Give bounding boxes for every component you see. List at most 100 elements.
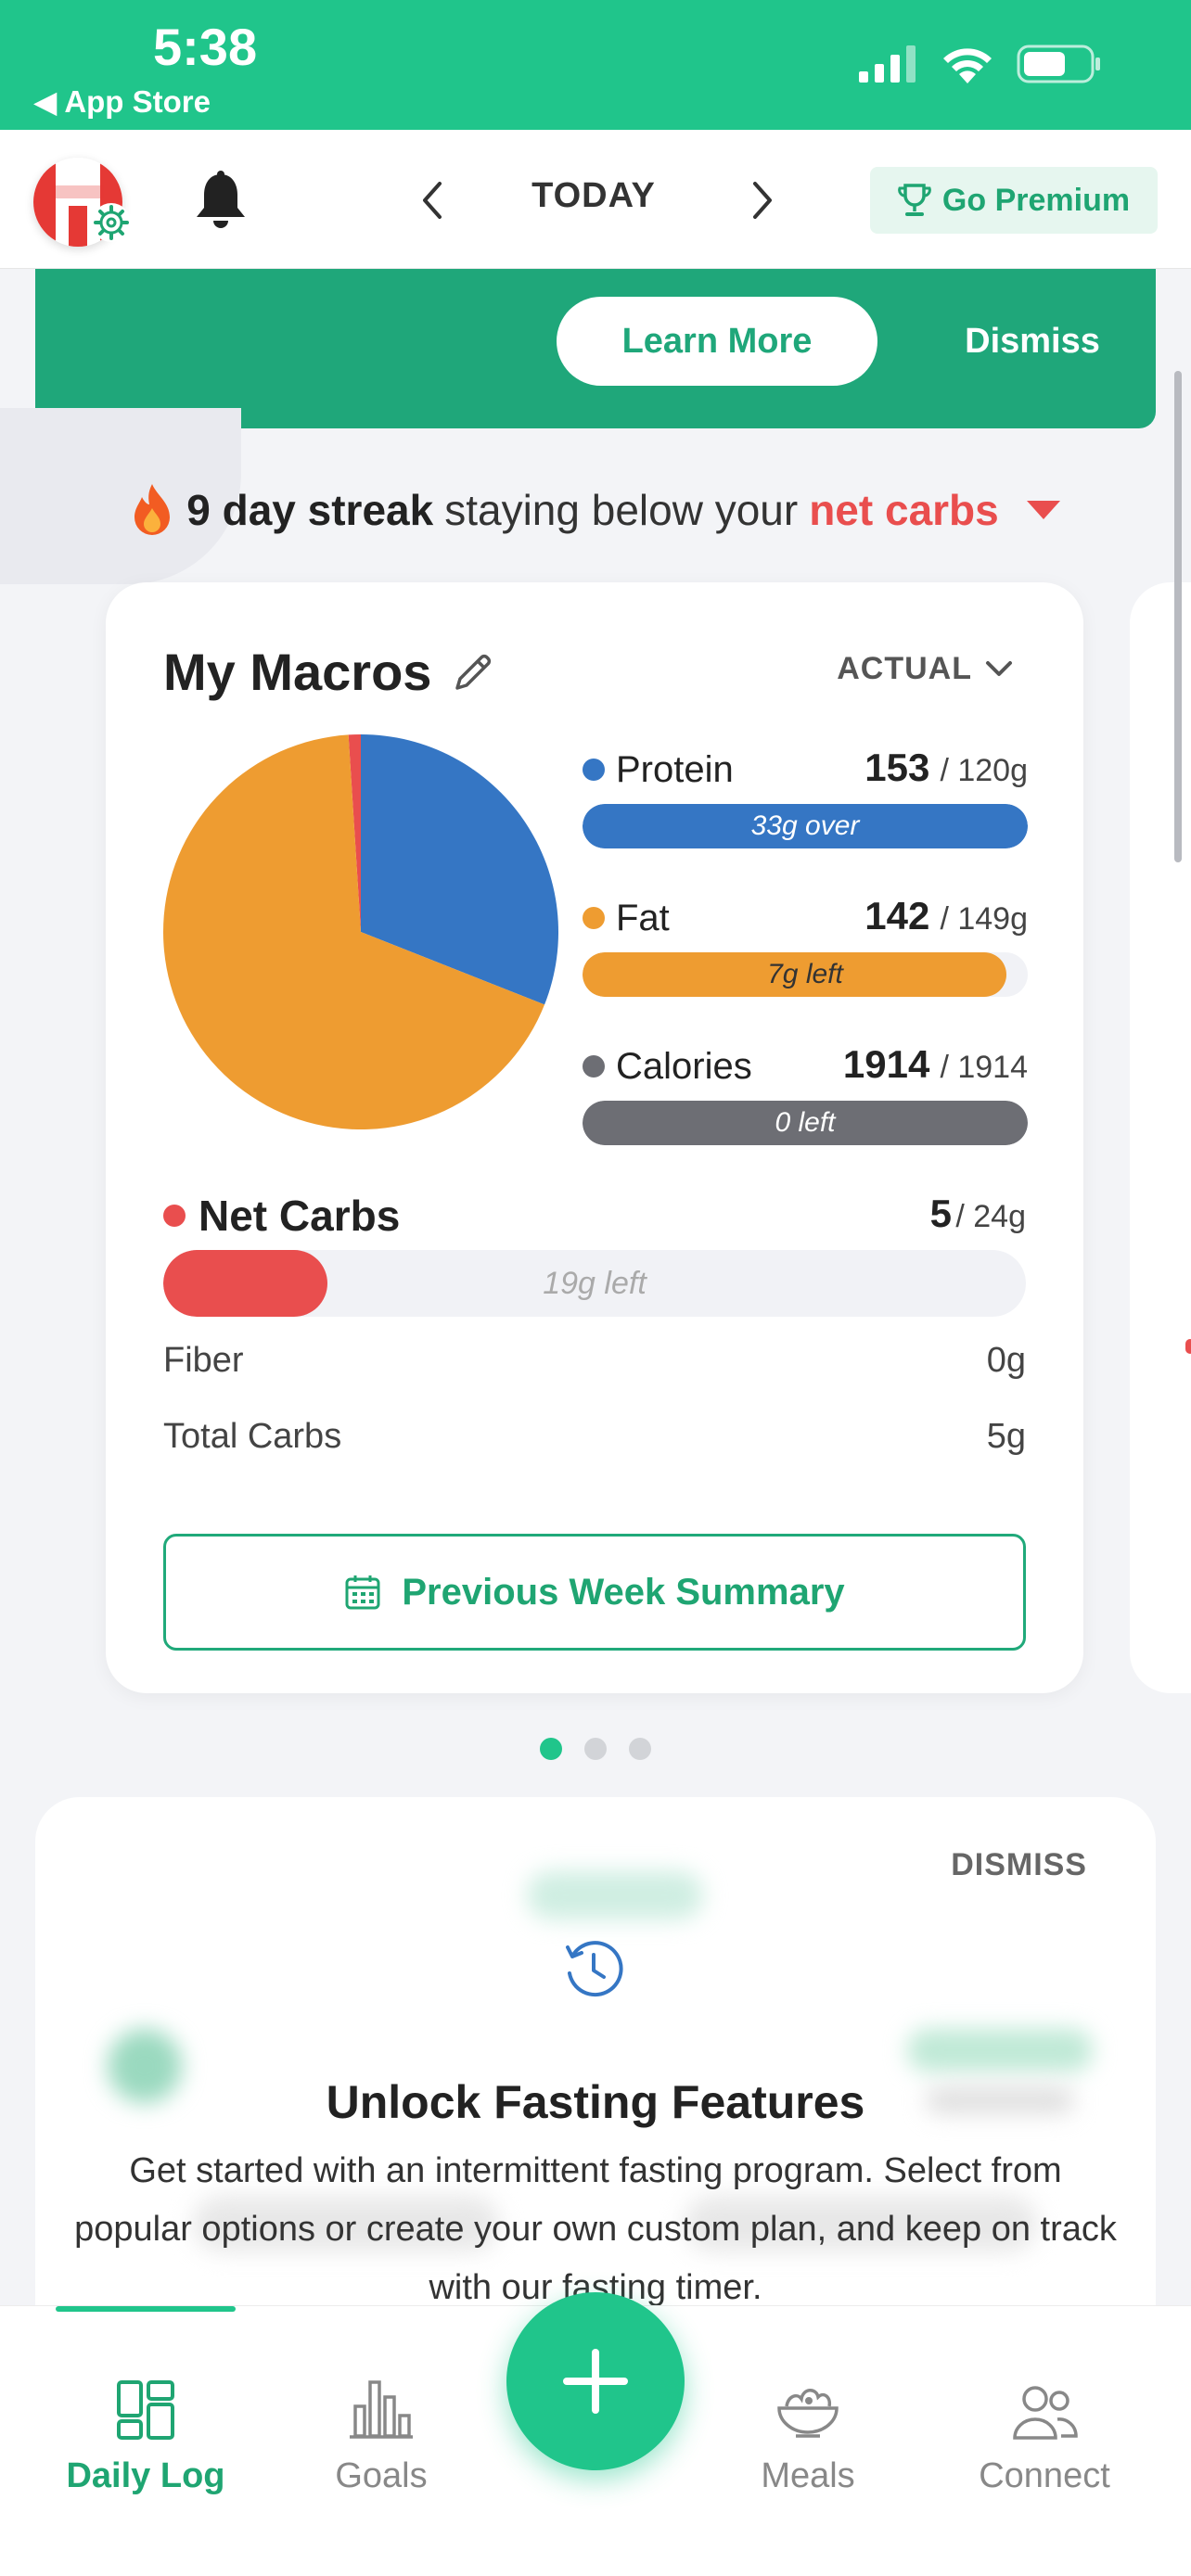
next-card-peek-accent (1185, 1339, 1191, 1354)
tab-goals-label: Goals (335, 2456, 428, 2495)
signal-icon (859, 45, 916, 83)
fat-name: Fat (616, 897, 670, 938)
calendar-icon (345, 1575, 380, 1610)
app-header: TODAY Go Premium (0, 130, 1191, 269)
previous-week-summary-label: Previous Week Summary (402, 1571, 845, 1613)
protein-progress-bar: 33g over (583, 803, 1028, 848)
status-bar: 5:38 ◀ App Store (0, 0, 1191, 130)
chevron-down-icon (986, 660, 1012, 676)
fat-bar-label: 7g left (767, 958, 843, 989)
protein-name: Protein (616, 748, 734, 790)
next-card-peek[interactable] (1130, 582, 1191, 1693)
blurred-preview-tag (907, 2029, 1093, 2072)
tab-daily-log-label: Daily Log (66, 2456, 225, 2495)
pie-slice-fat (163, 734, 545, 1129)
net-carbs-name: Net Carbs (198, 1192, 401, 1240)
fiber-value: 0g (986, 1341, 1026, 1380)
fiber-row: Fiber 0g (163, 1341, 1026, 1381)
fasting-title: Unlock Fasting Features (326, 2076, 865, 2128)
edit-pencil-icon[interactable] (452, 651, 494, 694)
calories-bar-fill (583, 1100, 1028, 1145)
status-icons (859, 45, 1102, 83)
trophy-icon (898, 184, 931, 216)
pager-dot[interactable] (629, 1738, 651, 1760)
plus-icon (563, 2349, 628, 2414)
background-shape (0, 408, 241, 584)
current-date-label[interactable]: TODAY (531, 176, 656, 215)
pager-dot[interactable] (540, 1738, 562, 1760)
tab-goals[interactable]: Goals (288, 2362, 474, 2496)
tab-meals[interactable]: Meals (715, 2362, 901, 2496)
promo-banner: Learn More Dismiss (35, 269, 1156, 428)
calories-progress-bar: 0 left (583, 1100, 1028, 1145)
protein-dot (583, 759, 605, 781)
battery-icon (1017, 45, 1100, 83)
streak-banner[interactable]: 9 day streak staying below your net carb… (0, 482, 1191, 538)
go-premium-button[interactable]: Go Premium (870, 167, 1158, 234)
tab-daily-log[interactable]: Daily Log (53, 2362, 238, 2496)
net-carbs-value: 5 (929, 1192, 952, 1235)
protein-value: 153 (864, 746, 930, 789)
bowl-icon (777, 2389, 839, 2438)
net-carbs-bar-fill (163, 1250, 327, 1317)
fat-goal: / 149g (940, 901, 1028, 937)
calories-goal: / 1914 (940, 1050, 1028, 1085)
learn-more-button[interactable]: Learn More (557, 297, 877, 386)
tab-connect[interactable]: Connect (952, 2362, 1137, 2496)
net-carbs-goal: / 24g (955, 1199, 1026, 1234)
net-carbs-dot (163, 1205, 186, 1227)
blurred-preview-dot (108, 2029, 182, 2103)
fat-progress-bar: 7g left (583, 951, 1028, 997)
net-carbs-bar-label: 19g left (543, 1265, 647, 1301)
protein-goal: / 120g (940, 753, 1028, 788)
protein-bar-label: 33g over (750, 810, 860, 841)
notifications-bell-icon[interactable] (191, 171, 250, 232)
view-mode-dropdown[interactable]: ACTUAL (837, 651, 1013, 687)
settings-gear-icon[interactable] (91, 202, 132, 243)
macros-card: My Macros ACTUAL Protein 153 / 120g 33g … (106, 582, 1083, 1693)
blurred-preview-bar-right (685, 2196, 1037, 2251)
dismiss-banner-button[interactable]: Dismiss (926, 297, 1139, 386)
blurred-preview-bar-left (193, 2196, 499, 2251)
fire-icon (134, 484, 171, 535)
people-icon (1013, 2386, 1078, 2440)
previous-week-summary-button[interactable]: Previous Week Summary (163, 1534, 1026, 1651)
pie-slice-protein (361, 734, 558, 1005)
calories-name: Calories (616, 1045, 752, 1087)
active-tab-indicator (56, 2306, 236, 2312)
total-carbs-label: Total Carbs (163, 1417, 342, 1456)
calories-dot (583, 1055, 605, 1078)
fasting-history-clock-icon (566, 1941, 623, 1997)
back-to-app-store[interactable]: ◀ App Store (33, 84, 211, 119)
macros-pie-chart (163, 734, 558, 1129)
total-carbs-value: 5g (986, 1417, 1026, 1456)
next-day-chevron-icon[interactable] (749, 178, 777, 223)
bar-chart-icon (350, 2380, 413, 2439)
scrollbar[interactable] (1174, 371, 1182, 862)
pager-dot[interactable] (584, 1738, 607, 1760)
protein-bar-fill (583, 803, 1028, 848)
tab-connect-label: Connect (979, 2456, 1110, 2495)
previous-day-chevron-icon[interactable] (417, 178, 445, 223)
streak-count: 9 day streak (186, 486, 434, 534)
streak-middle-text: staying below your (444, 486, 799, 534)
macro-protein: Protein 153 / 120g 33g over (583, 746, 1028, 848)
card-pager (0, 1738, 1191, 1760)
macro-calories: Calories 1914 / 1914 0 left (583, 1042, 1028, 1145)
fiber-label: Fiber (163, 1341, 244, 1380)
total-carbs-row: Total Carbs 5g (163, 1417, 1026, 1457)
add-entry-button[interactable] (506, 2292, 685, 2470)
wifi-icon (943, 48, 992, 83)
fat-dot (583, 907, 605, 929)
blurred-preview-pill (527, 1871, 703, 1919)
caret-down-icon (1026, 501, 1060, 519)
streak-target: net carbs (809, 486, 999, 534)
pie-slice-net-carbs (348, 734, 361, 932)
status-time: 5:38 (153, 18, 258, 76)
dismiss-fasting-button[interactable]: DISMISS (951, 1847, 1087, 1882)
fasting-description: Get started with an intermittent fasting… (74, 2151, 1117, 2307)
calories-value: 1914 (842, 1042, 930, 1086)
calories-bar-label: 0 left (775, 1106, 836, 1138)
fat-value: 142 (864, 894, 930, 937)
fat-bar-fill (583, 951, 1007, 997)
